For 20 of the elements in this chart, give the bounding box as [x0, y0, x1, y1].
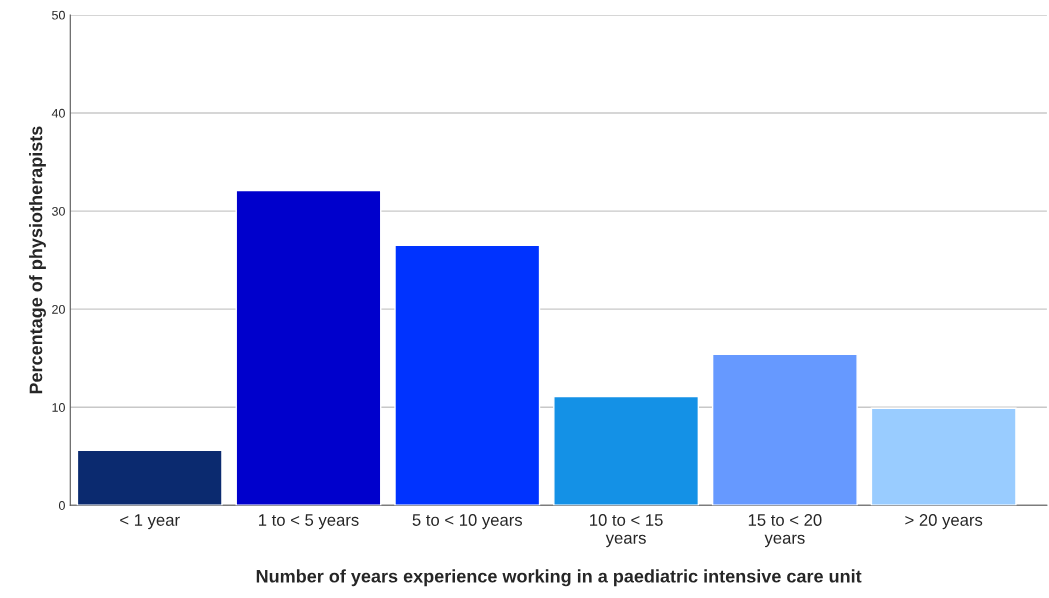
bar	[76, 449, 223, 506]
bar	[394, 244, 541, 506]
x-tick-label: 5 to < 10 years	[412, 514, 523, 530]
x-tick-label: < 1 year	[120, 514, 180, 530]
bar	[711, 353, 858, 506]
x-tick-label: > 20 years	[905, 514, 983, 530]
y-tick-label: 50	[52, 10, 65, 20]
y-tick-label: 10	[52, 403, 65, 412]
x-tick-label: 10 to < 15 years	[590, 514, 663, 548]
y-axis-title: Percentage of physiotherapists	[29, 126, 46, 394]
y-tick-label: 20	[52, 304, 65, 314]
bar	[870, 407, 1017, 506]
y-tick-label: 0	[58, 501, 65, 510]
bar	[235, 189, 382, 506]
x-tick-label: 1 to < 5 years	[259, 514, 359, 530]
x-axis-title: Number of years experience working in a paediatric intensive care unit	[256, 569, 862, 587]
y-tick-label: 40	[51, 108, 65, 118]
x-tick-label: 15 to < 20 years	[748, 514, 822, 548]
y-tick-label: 30	[52, 206, 65, 216]
bar	[553, 395, 700, 506]
